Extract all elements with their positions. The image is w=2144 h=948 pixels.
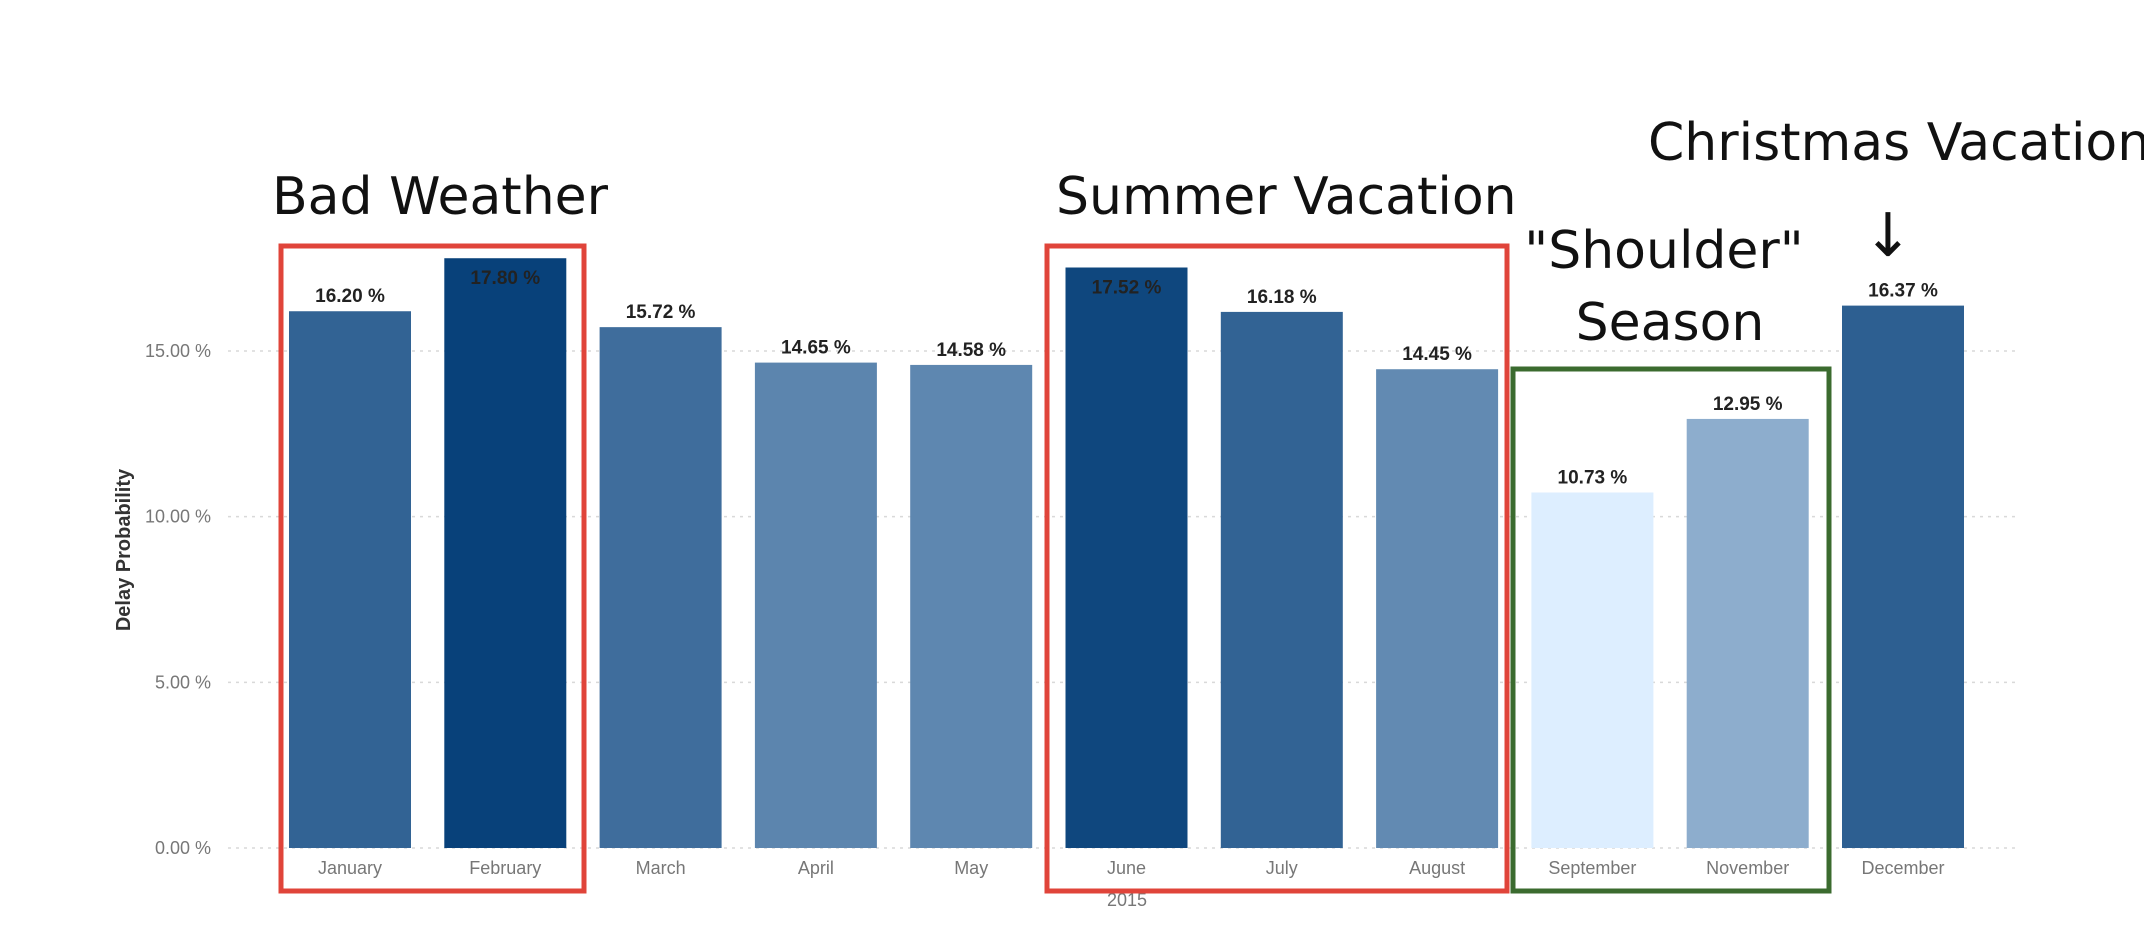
data-label: 12.95 % — [1713, 394, 1783, 415]
x-tick-label: March — [636, 858, 686, 878]
x-tick-label: February — [469, 858, 541, 878]
shoulder-label-line1: "Shoulder" — [1524, 221, 1803, 281]
x-tick-label: November — [1706, 858, 1789, 878]
bar-december — [1842, 305, 1964, 849]
y-axis-ticks: 0.00 % 5.00 % 10.00 % 15.00 % — [145, 341, 211, 858]
down-arrow-icon: ↓ — [1863, 201, 1913, 271]
x-tick-label: July — [1266, 858, 1298, 878]
y-tick-label: 10.00 % — [145, 507, 211, 527]
y-tick-label: 0.00 % — [155, 838, 211, 858]
data-label: 16.37 % — [1868, 281, 1938, 302]
data-label: 14.65 % — [781, 338, 851, 359]
bad-weather-box — [278, 243, 587, 894]
bar-february — [444, 258, 567, 848]
data-label: 14.58 % — [936, 340, 1006, 361]
x-tick-label: September — [1548, 858, 1636, 878]
x-tick-label: January — [318, 858, 382, 878]
summer-vacation-box — [1044, 243, 1510, 894]
christmas-vacation-label: Christmas Vacation — [1648, 113, 2144, 173]
x-tick-label: December — [1861, 858, 1944, 878]
data-label: 14.45 % — [1402, 344, 1472, 365]
bar-march — [599, 327, 722, 848]
data-label: 16.18 % — [1247, 287, 1317, 308]
summer-vacation-label: Summer Vacation — [1056, 167, 1517, 227]
shoulder-season-box — [1510, 366, 1832, 894]
y-tick-label: 15.00 % — [145, 341, 211, 361]
data-label: 16.20 % — [315, 286, 385, 307]
y-axis-title: Delay Probability — [113, 468, 135, 631]
bad-weather-label: Bad Weather — [272, 167, 609, 227]
bar-may — [910, 364, 1033, 848]
bar-january — [289, 311, 411, 848]
bar-august — [1376, 369, 1499, 848]
shoulder-label-line2: Season — [1576, 293, 1765, 353]
data-label: 17.52 % — [1092, 278, 1162, 299]
x-tick-label: April — [798, 858, 834, 878]
x-axis-title: 2015 — [1107, 890, 1147, 910]
x-tick-label: June — [1107, 858, 1146, 878]
bar-september — [1531, 492, 1654, 848]
data-label: 10.73 % — [1558, 467, 1628, 488]
data-label: 17.80 % — [470, 268, 540, 289]
data-labels: 16.20 % 17.80 % 15.72 % 14.65 % 14.58 % 17.52… — [315, 268, 1938, 488]
bar-april — [754, 362, 877, 848]
x-axis-ticks: January February March April May June July Augu… — [318, 858, 1945, 878]
bar-july — [1220, 311, 1343, 848]
bar-june — [1065, 267, 1188, 848]
y-tick-label: 5.00 % — [155, 672, 211, 692]
bar-november — [1686, 418, 1809, 848]
bars — [289, 258, 1964, 849]
x-tick-label: August — [1409, 858, 1465, 878]
data-label: 15.72 % — [626, 302, 696, 323]
x-tick-label: May — [954, 858, 988, 878]
